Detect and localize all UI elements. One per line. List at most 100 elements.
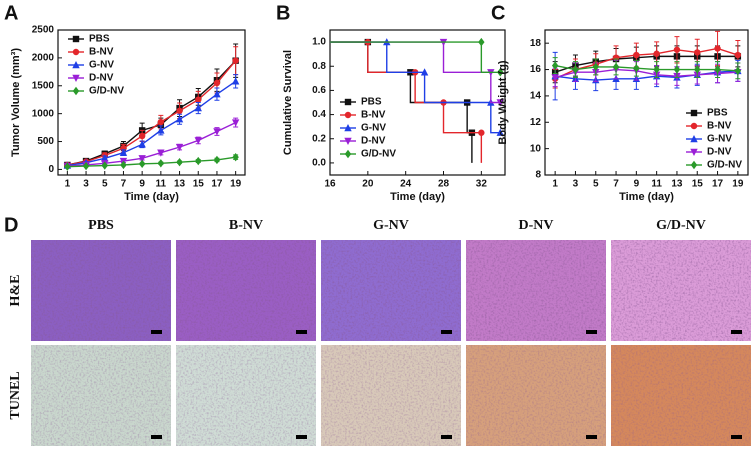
micrograph-texture <box>176 240 316 341</box>
y-tick-label: 18 <box>530 38 542 49</box>
marker <box>551 74 559 82</box>
plot-frame <box>329 29 506 176</box>
x-tick-label: 3 <box>573 179 579 190</box>
marker <box>496 99 504 107</box>
x-tick-label: 28 <box>438 179 450 190</box>
y-tick-label: 1.0 <box>312 37 326 48</box>
column-label: B-NV <box>229 218 263 233</box>
x-tick-label: 15 <box>193 179 205 190</box>
panel-label: D <box>4 214 18 236</box>
scale-bar <box>586 435 597 439</box>
marker <box>344 111 352 119</box>
y-tick-label: 0.8 <box>312 61 326 72</box>
marker <box>653 50 660 57</box>
marker <box>138 155 146 163</box>
scale-bar <box>441 435 452 439</box>
column-label: G/D-NV <box>656 218 706 233</box>
y-tick-label: 0.4 <box>312 109 326 120</box>
marker <box>478 129 485 136</box>
micrograph-texture <box>611 345 751 446</box>
legend-label: B-NV <box>89 47 114 58</box>
marker <box>344 98 352 106</box>
marker <box>478 37 485 47</box>
legend-label: G-NV <box>89 60 114 71</box>
marker <box>231 77 240 85</box>
marker <box>194 104 202 112</box>
marker <box>176 157 183 167</box>
panel-label: A <box>4 2 18 24</box>
x-tick-label: 1 <box>552 179 558 190</box>
marker <box>496 128 504 136</box>
series-line <box>554 47 739 80</box>
x-axis-label: Time (day) <box>619 191 674 203</box>
marker <box>344 124 352 132</box>
marker <box>690 109 698 117</box>
y-tick-label: 2500 <box>32 25 55 36</box>
column-label: D-NV <box>519 218 554 233</box>
micrograph-texture <box>321 345 461 446</box>
y-tick-label: 10 <box>530 143 542 154</box>
y-tick-label: 12 <box>530 117 542 128</box>
x-tick-label: 24 <box>400 179 412 190</box>
legend-label: G/D-NV <box>361 149 396 160</box>
marker <box>497 68 504 77</box>
legend-label: PBS <box>707 108 728 119</box>
series-line <box>67 60 237 166</box>
column-label: G-NV <box>373 218 409 233</box>
panel-label: B <box>276 2 290 24</box>
scale-bar <box>441 330 452 334</box>
marker <box>420 68 429 76</box>
survival-step <box>330 41 483 163</box>
x-tick-label: 9 <box>139 179 145 190</box>
marker <box>690 148 698 156</box>
marker <box>72 48 80 56</box>
marker <box>232 152 239 162</box>
legend-label: G-NV <box>707 134 732 145</box>
survival-step <box>330 41 501 134</box>
legend-label: D-NV <box>707 147 732 158</box>
marker <box>714 65 721 74</box>
series-line <box>67 60 237 166</box>
plot-frame <box>544 29 749 176</box>
marker <box>592 62 599 72</box>
x-tick-label: 7 <box>613 179 619 190</box>
scale-bar <box>731 330 742 334</box>
x-tick-label: 17 <box>712 179 724 190</box>
legend-label: G-NV <box>361 123 386 134</box>
marker <box>690 135 698 143</box>
x-tick-label: 7 <box>121 179 127 190</box>
y-tick-label: 500 <box>37 136 54 147</box>
marker <box>213 90 221 98</box>
x-tick-label: 19 <box>732 179 744 190</box>
legend-label: B-NV <box>707 121 732 132</box>
y-tick-label: 0.0 <box>312 158 326 169</box>
marker <box>213 79 221 87</box>
marker <box>690 122 698 130</box>
plot-frame <box>57 29 246 176</box>
panel-label: C <box>491 2 505 24</box>
marker <box>344 149 352 159</box>
series-line <box>555 64 738 72</box>
marker <box>213 128 221 136</box>
x-tick-label: 13 <box>174 179 186 190</box>
micrograph-texture <box>466 240 606 341</box>
marker <box>551 61 559 70</box>
marker <box>232 57 239 64</box>
x-tick-label: 9 <box>634 179 640 190</box>
x-tick-label: 5 <box>102 179 108 190</box>
marker <box>101 161 108 170</box>
x-axis-label: Time (day) <box>390 191 445 203</box>
micrograph-texture <box>31 345 171 446</box>
column-label: PBS <box>88 218 114 233</box>
marker <box>175 115 184 123</box>
marker <box>734 66 742 76</box>
marker <box>195 96 202 103</box>
survival-step <box>330 41 501 73</box>
marker <box>694 49 701 56</box>
marker <box>72 74 80 82</box>
scale-bar <box>296 435 307 439</box>
y-tick-label: 1000 <box>32 108 55 119</box>
y-axis-label: Cumulative Survival <box>282 50 294 155</box>
marker <box>734 51 742 59</box>
